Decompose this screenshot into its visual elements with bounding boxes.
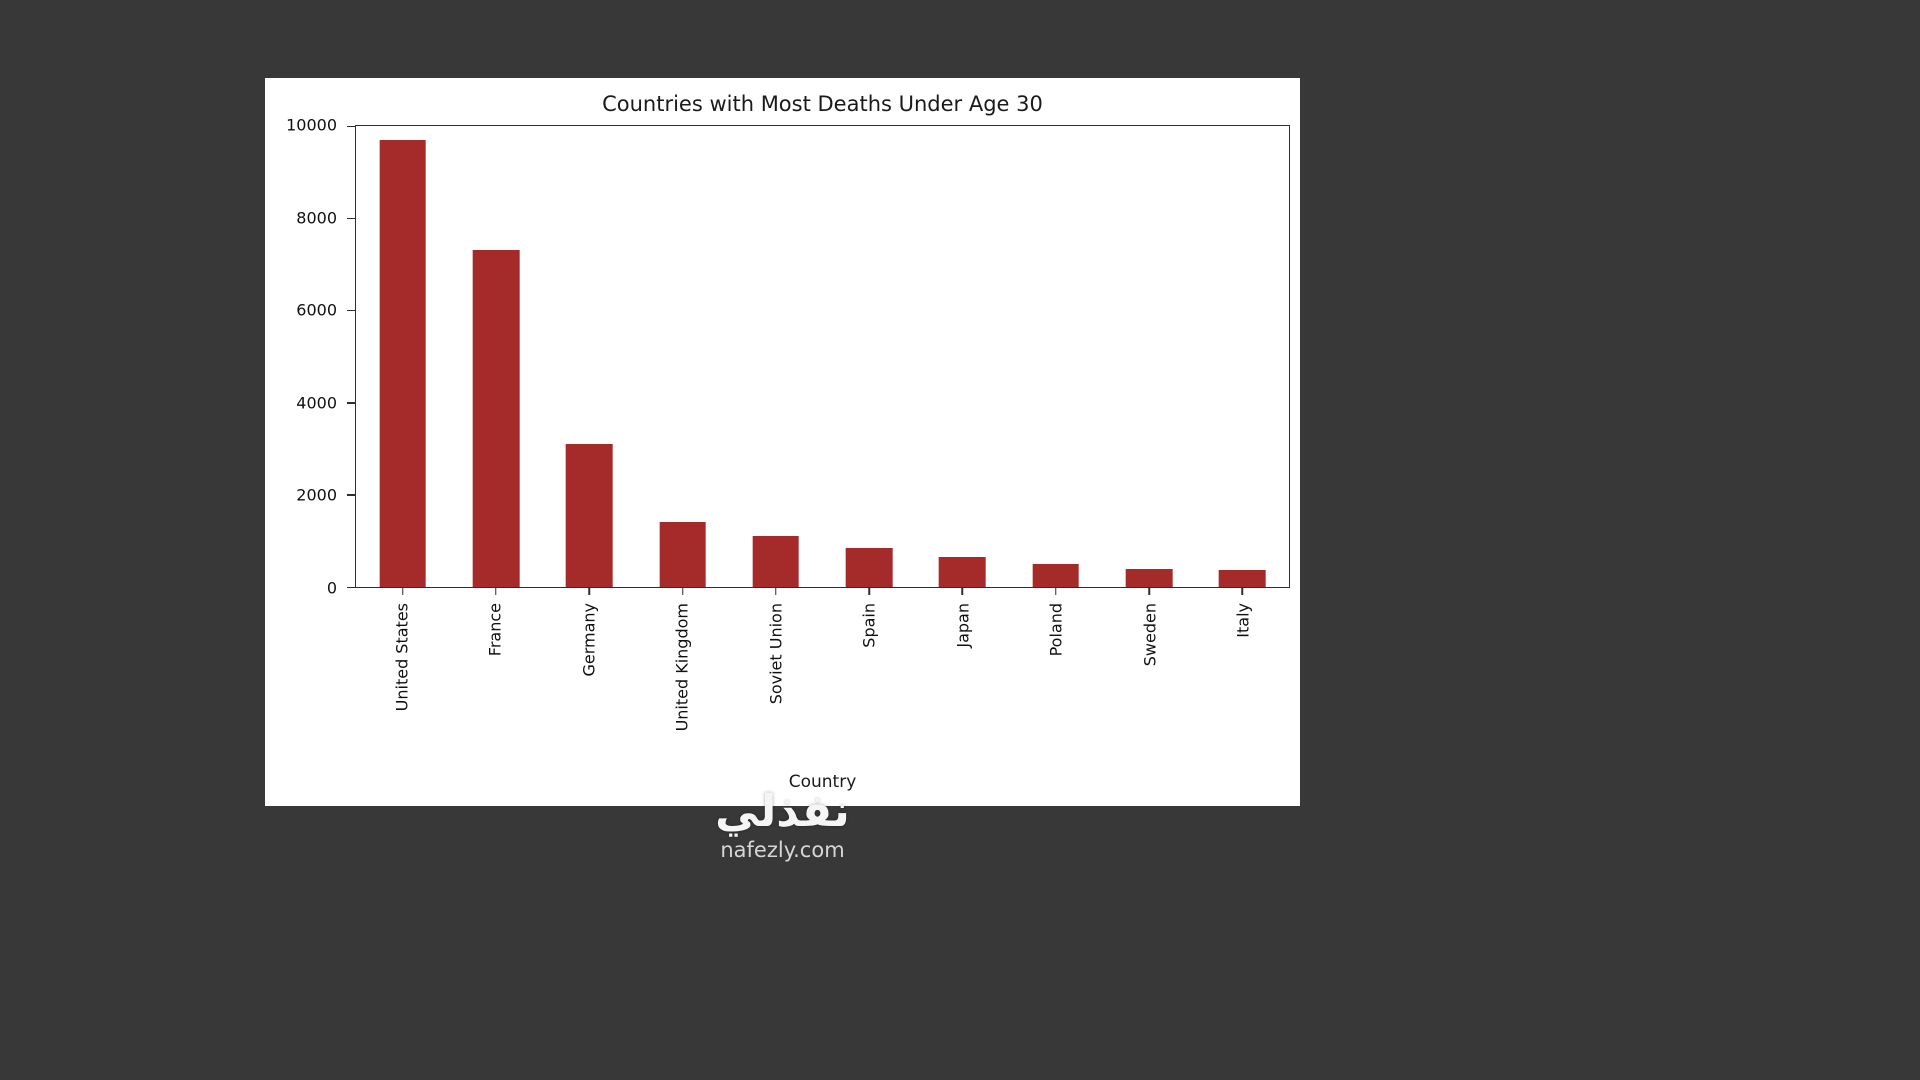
- bar-italy: [1219, 569, 1266, 587]
- x-tick-label-poland: Poland: [1047, 603, 1066, 660]
- x-tick-mark: [1148, 587, 1150, 595]
- bar-poland: [1032, 563, 1080, 587]
- plot-area: [347, 125, 1290, 595]
- watermark-site-url: nafezly.com: [720, 838, 845, 863]
- x-tick-label-united-states: United States: [392, 603, 411, 715]
- x-tick-label-sweden: Sweden: [1140, 603, 1159, 670]
- x-tick-label-text: Soviet Union: [766, 603, 786, 705]
- x-tick-label-germany: Germany: [579, 603, 598, 681]
- y-tick-mark: [347, 217, 356, 220]
- x-tick-label-united-kingdom: United Kingdom: [673, 603, 692, 735]
- x-tick-label-text: Italy: [1233, 603, 1253, 638]
- y-tick-label: 4000: [296, 393, 337, 413]
- y-tick-label: 8000: [296, 208, 337, 228]
- y-tick-label: 2000: [296, 485, 337, 505]
- x-tick-label-text: Spain: [859, 603, 879, 648]
- y-tick-mark: [347, 125, 356, 127]
- x-tick-label-france: France: [486, 603, 505, 660]
- y-tick-mark: [347, 309, 356, 312]
- y-tick-mark: [347, 402, 356, 404]
- y-tick-label: 10000: [286, 115, 337, 135]
- bar-germany: [565, 444, 613, 587]
- bar-soviet-union: [752, 536, 800, 587]
- x-axis-title: Country: [788, 772, 857, 792]
- x-tick-mark: [495, 587, 497, 595]
- watermark-logo-text: نفذلي: [715, 786, 850, 837]
- bar-united-kingdom: [659, 522, 706, 587]
- x-tick-label-text: United States: [392, 603, 412, 712]
- y-tick-mark: [347, 586, 356, 588]
- x-tick-label-text: France: [485, 603, 505, 657]
- x-tick-label-soviet-union: Soviet Union: [766, 603, 785, 708]
- x-tick-label-text: Japan: [953, 603, 973, 648]
- y-tick-label: 0: [326, 578, 337, 598]
- x-tick-mark: [868, 587, 870, 595]
- x-tick-label-text: Sweden: [1140, 603, 1160, 667]
- x-tick-labels: United States France Germany United Kingdom…: [355, 597, 1290, 772]
- watermark: نفذلي nafezly.com: [265, 786, 1300, 863]
- x-tick-label-spain: Spain: [860, 603, 879, 652]
- bar-spain: [845, 547, 893, 587]
- y-tick-mark: [347, 494, 356, 496]
- y-tick-label: 6000: [296, 300, 337, 320]
- bar-united-states: [379, 139, 426, 587]
- bars-layer: [356, 126, 1289, 587]
- x-tick-mark: [588, 587, 590, 595]
- chart-panel: Countries with Most Deaths Under Age 30 …: [265, 78, 1300, 806]
- x-tick-label-text: Germany: [579, 603, 599, 677]
- x-tick-label-japan: Japan: [953, 603, 972, 652]
- x-tick-mark: [1055, 587, 1057, 595]
- y-axis: 0 2000 4000 6000 8000 10000: [265, 116, 349, 598]
- bar-sweden: [1125, 569, 1173, 587]
- x-tick-mark: [961, 587, 964, 595]
- bar-france: [472, 250, 520, 587]
- chart-title: Countries with Most Deaths Under Age 30: [602, 92, 1043, 116]
- x-tick-label-italy: Italy: [1234, 603, 1253, 642]
- x-tick-mark: [401, 587, 404, 595]
- x-tick-label-text: Poland: [1046, 603, 1066, 657]
- x-tick-label-text: United Kingdom: [672, 603, 692, 732]
- x-tick-mark: [775, 587, 777, 595]
- x-tick-mark: [1241, 587, 1244, 595]
- bar-japan: [939, 557, 986, 587]
- x-tick-mark: [681, 587, 684, 595]
